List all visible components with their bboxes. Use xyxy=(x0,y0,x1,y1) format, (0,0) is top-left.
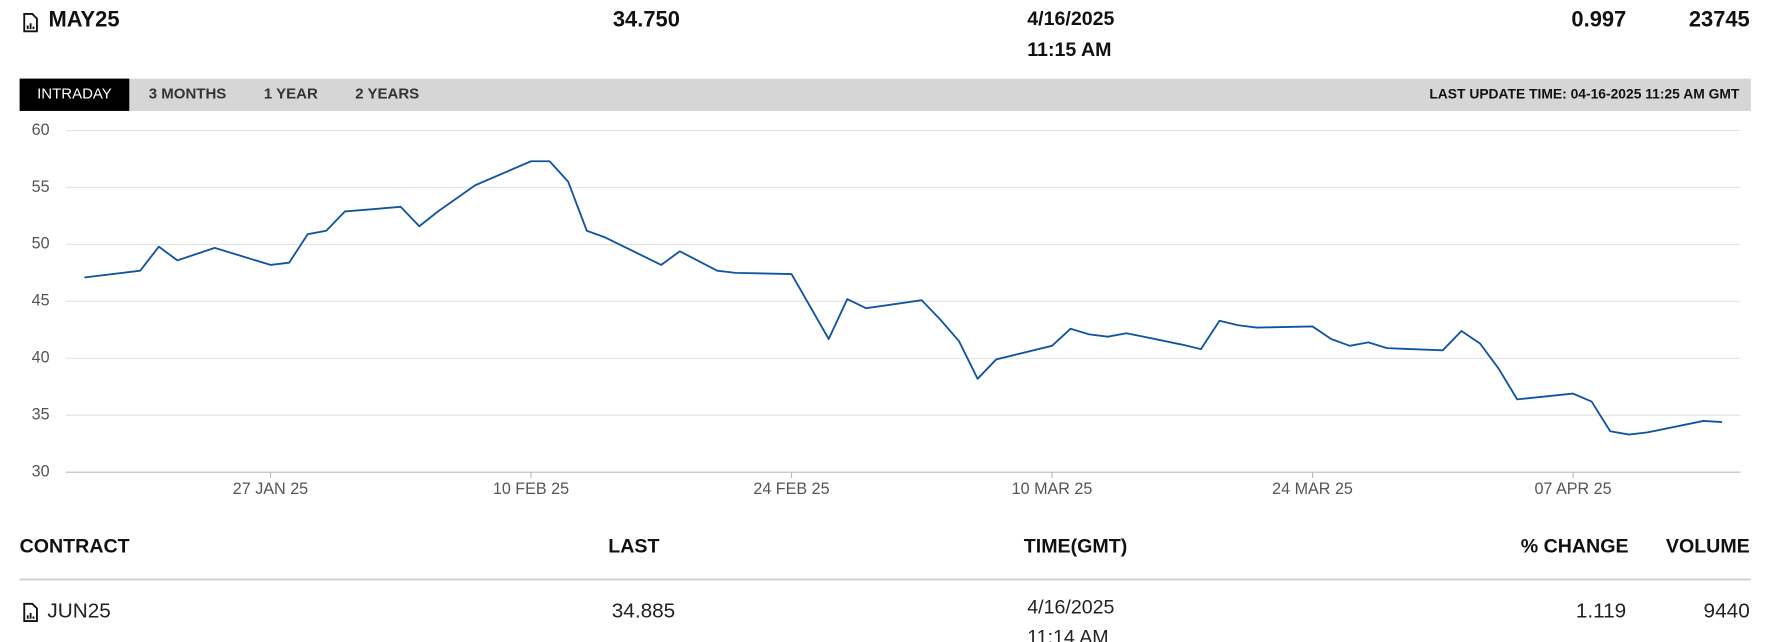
row-volume: 9440 xyxy=(1704,599,1750,622)
x-tick-label: 24 FEB 25 xyxy=(753,480,829,498)
last: 34.750 xyxy=(613,7,680,32)
y-tick-label: 35 xyxy=(32,406,50,424)
volume: 23745 xyxy=(1689,7,1750,32)
x-tick-label: 27 JAN 25 xyxy=(233,480,308,498)
x-tick-label: 10 FEB 25 xyxy=(493,480,569,498)
column-header: VOLUME xyxy=(1666,535,1750,557)
y-tick-label: 50 xyxy=(32,235,50,253)
y-tick-label: 30 xyxy=(32,462,50,480)
row-time: 11:14 AM xyxy=(1027,627,1108,642)
row-last: 34.885 xyxy=(612,599,676,622)
time: 11:15 AM xyxy=(1027,39,1111,61)
doc-icon xyxy=(23,13,38,33)
tab[interactable]: INTRADAY xyxy=(37,86,112,103)
y-tick-label: 45 xyxy=(32,292,50,310)
y-tick-label: 55 xyxy=(32,178,50,196)
row-change: 1.119 xyxy=(1576,599,1626,622)
chart: 30 35 40 45 50 55 60 27 JAN 25 10 FEB 25 24 FEB 2… xyxy=(32,121,1741,498)
tab-bar xyxy=(19,78,1751,111)
change: 0.997 xyxy=(1571,7,1626,32)
contract: MAY25 xyxy=(48,7,119,32)
tab[interactable]: 2 YEARS xyxy=(355,86,419,103)
column-header: % CHANGE xyxy=(1521,535,1629,557)
y-tick-label: 40 xyxy=(32,349,50,367)
x-tick-label: 24 MAR 25 xyxy=(1272,480,1353,498)
column-header: TIME(GMT) xyxy=(1024,535,1127,557)
date: 4/16/2025 xyxy=(1027,8,1114,30)
tab[interactable]: 3 MONTHS xyxy=(149,86,227,103)
x-tick-label: 10 MAR 25 xyxy=(1012,480,1093,498)
column-header: CONTRACT xyxy=(20,535,130,557)
price-line xyxy=(84,160,1722,436)
doc-icon xyxy=(23,602,38,623)
x-tick-label: 07 APR 25 xyxy=(1534,480,1611,498)
tab-active-bg[interactable] xyxy=(19,78,130,111)
column-header: LAST xyxy=(608,535,659,557)
row-date: 4/16/2025 xyxy=(1027,597,1114,619)
last-update: LAST UPDATE TIME: 04-16-2025 11:25 AM GM… xyxy=(1429,85,1740,101)
row-contract[interactable]: JUN25 xyxy=(47,599,110,622)
tab[interactable]: 1 YEAR xyxy=(264,86,318,103)
y-tick-label: 60 xyxy=(32,121,50,139)
